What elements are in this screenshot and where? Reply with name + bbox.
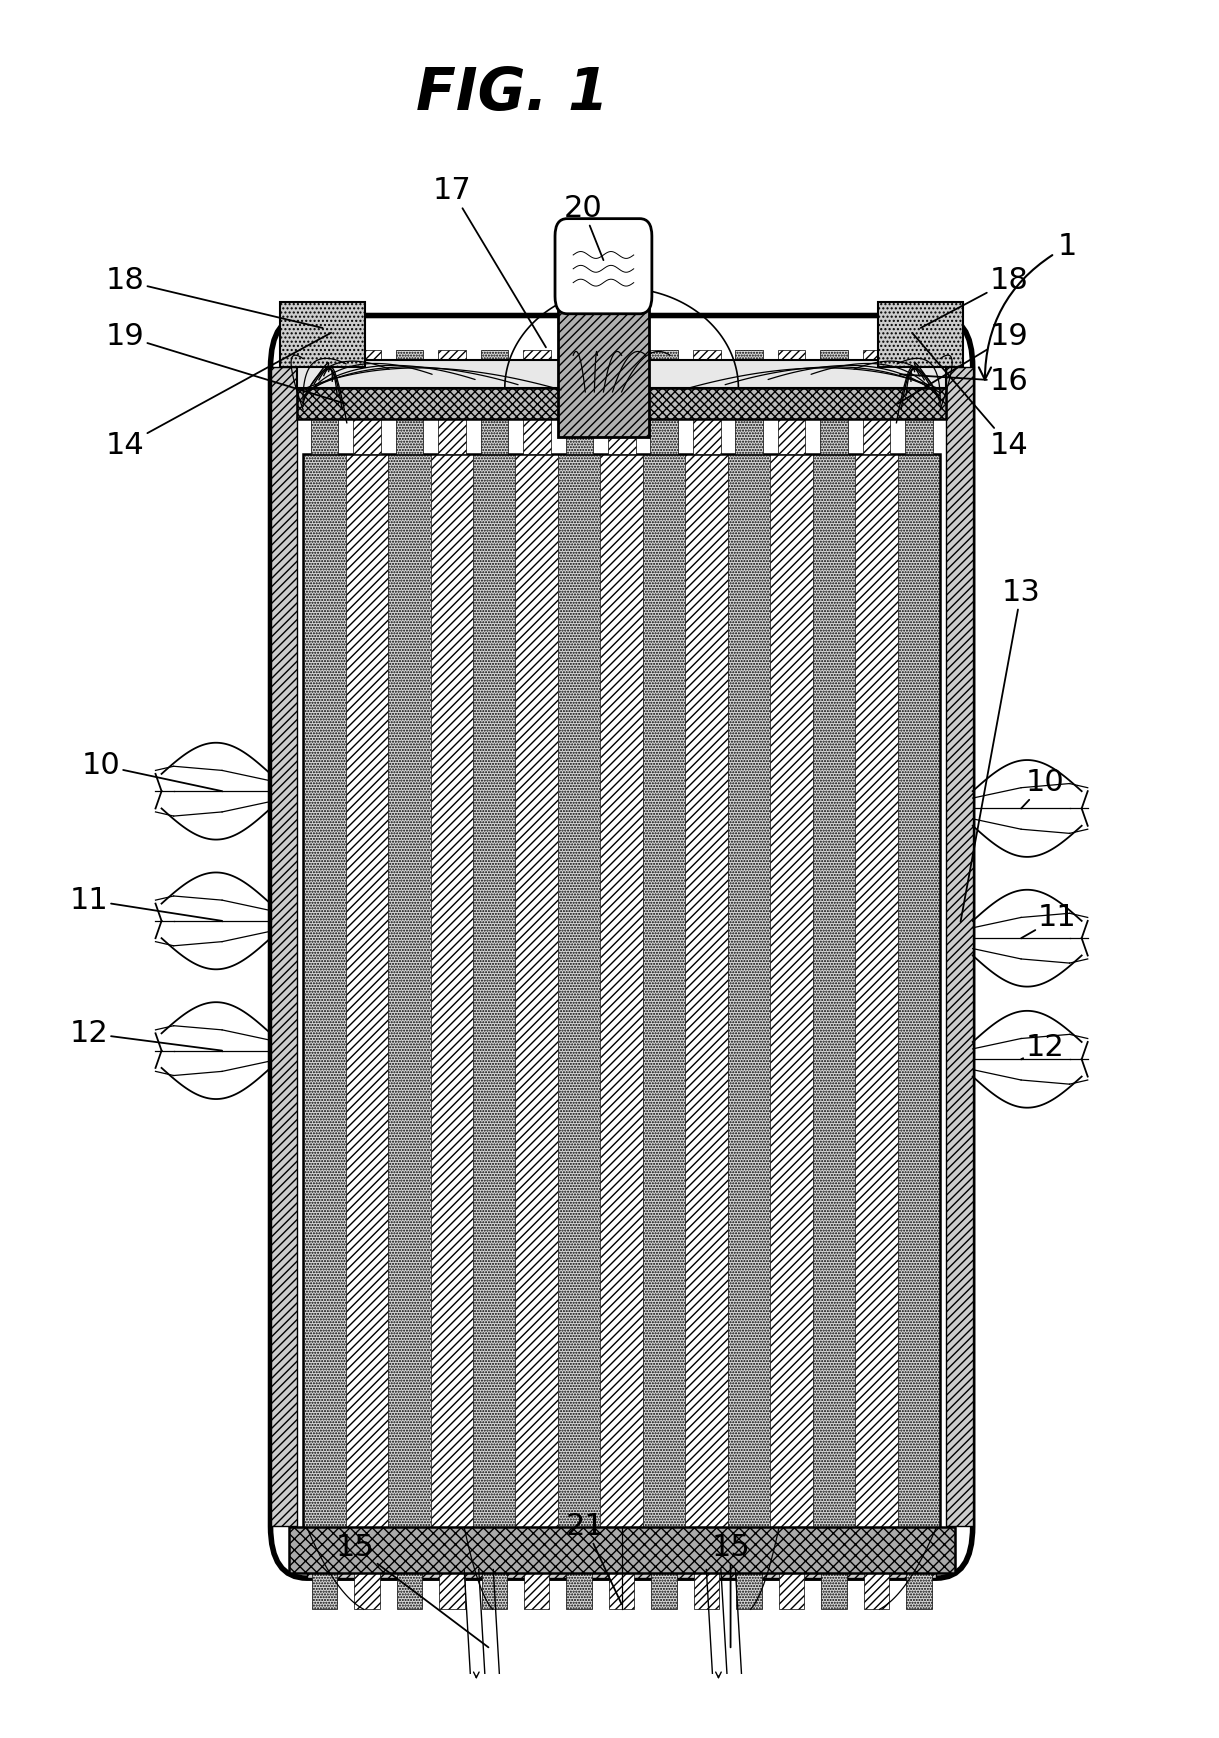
Bar <box>906 1531 931 1609</box>
Bar <box>651 349 678 454</box>
Text: 20: 20 <box>563 193 603 261</box>
Bar <box>736 1531 762 1609</box>
Bar <box>304 454 940 1531</box>
Bar <box>396 1531 422 1609</box>
Text: 18: 18 <box>106 266 323 328</box>
Bar <box>728 454 770 1531</box>
Bar <box>608 1531 634 1609</box>
Bar <box>906 349 933 454</box>
FancyBboxPatch shape <box>555 219 652 315</box>
FancyBboxPatch shape <box>271 316 973 1578</box>
Text: 14: 14 <box>106 332 332 461</box>
Bar <box>523 349 551 454</box>
Bar <box>480 349 508 454</box>
Bar <box>735 349 763 454</box>
Bar <box>567 1531 592 1609</box>
Bar <box>482 1531 507 1609</box>
Text: 21: 21 <box>566 1512 622 1604</box>
Bar <box>271 367 297 1526</box>
Bar <box>396 349 423 454</box>
Text: 10: 10 <box>82 751 222 791</box>
Bar <box>304 454 346 1531</box>
Bar <box>642 454 685 1531</box>
Text: 11: 11 <box>69 886 222 921</box>
Text: 15: 15 <box>336 1533 489 1648</box>
Bar <box>855 454 897 1531</box>
Bar <box>779 1531 805 1609</box>
Bar <box>863 349 890 454</box>
Text: 13: 13 <box>961 577 1041 921</box>
Text: 12: 12 <box>1022 1032 1064 1062</box>
Bar <box>692 349 720 454</box>
Text: 16: 16 <box>900 367 1029 396</box>
Bar <box>388 454 430 1531</box>
Bar <box>694 1531 719 1609</box>
Bar <box>813 454 855 1531</box>
Bar <box>820 349 848 454</box>
Bar <box>822 1531 847 1609</box>
Bar <box>354 349 380 454</box>
Bar <box>430 454 473 1531</box>
Bar <box>312 1531 338 1609</box>
Bar <box>524 1531 550 1609</box>
Bar <box>770 454 813 1531</box>
Bar <box>346 454 388 1531</box>
Bar <box>307 1540 936 1578</box>
Bar <box>946 367 973 1526</box>
Text: 15: 15 <box>711 1533 750 1648</box>
Bar <box>878 302 963 367</box>
Bar <box>863 1531 889 1609</box>
Bar <box>897 454 940 1531</box>
Bar <box>280 302 364 367</box>
Bar <box>438 349 466 454</box>
Text: 14: 14 <box>912 332 1029 461</box>
Bar <box>601 454 642 1531</box>
Bar <box>651 1531 677 1609</box>
Bar <box>311 349 339 454</box>
Bar <box>297 388 946 419</box>
Text: 1: 1 <box>979 231 1076 379</box>
Bar <box>289 1528 954 1573</box>
Text: 19: 19 <box>106 322 345 403</box>
Bar <box>608 349 635 454</box>
Text: 12: 12 <box>69 1018 222 1050</box>
Text: 18: 18 <box>920 266 1029 328</box>
Bar <box>566 349 594 454</box>
Bar <box>439 1531 464 1609</box>
Bar <box>297 360 946 388</box>
Bar <box>778 349 806 454</box>
Bar <box>685 454 728 1531</box>
Bar <box>473 454 516 1531</box>
Text: 19: 19 <box>897 322 1029 403</box>
Bar <box>558 454 601 1531</box>
Bar <box>355 1531 379 1609</box>
Text: 17: 17 <box>433 177 546 348</box>
Text: 11: 11 <box>1022 904 1076 939</box>
Bar <box>516 454 558 1531</box>
Text: 10: 10 <box>1022 768 1064 808</box>
Text: FIG. 1: FIG. 1 <box>417 64 610 122</box>
Bar <box>558 289 649 436</box>
